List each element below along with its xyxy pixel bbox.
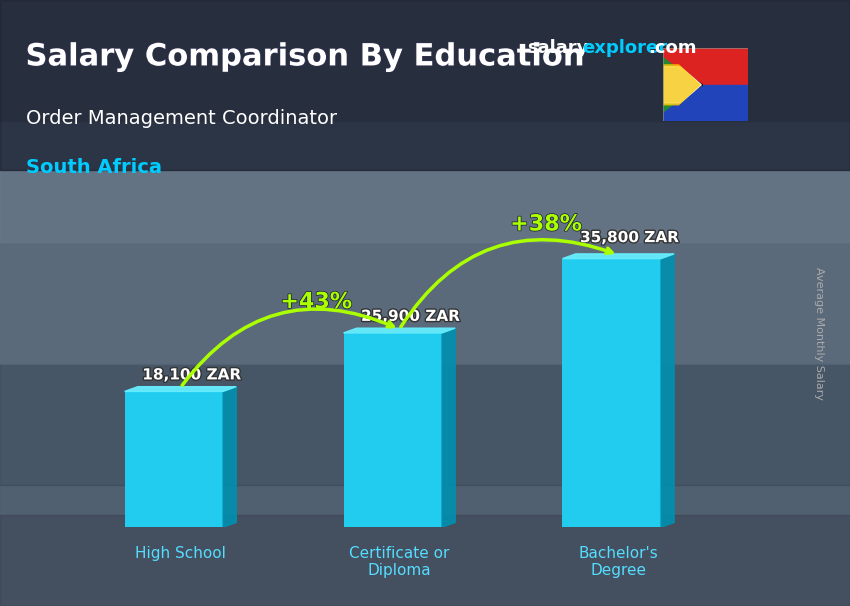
Text: South Africa: South Africa	[26, 158, 162, 176]
Bar	[0, 364, 850, 485]
Polygon shape	[442, 328, 456, 527]
Bar	[343, 333, 442, 527]
Text: High School: High School	[135, 546, 226, 561]
Text: Bachelor's
Degree: Bachelor's Degree	[579, 546, 658, 578]
Polygon shape	[663, 85, 748, 121]
Text: +38%: +38%	[510, 215, 582, 235]
Polygon shape	[663, 58, 697, 112]
Text: 35,800 ZAR: 35,800 ZAR	[580, 230, 678, 245]
Text: Average Monthly Salary: Average Monthly Salary	[814, 267, 824, 400]
Bar	[0, 121, 850, 242]
Text: salary: salary	[527, 39, 588, 58]
Bar	[125, 391, 223, 527]
Polygon shape	[125, 387, 236, 391]
Text: 18,100 ZAR: 18,100 ZAR	[142, 367, 241, 382]
Polygon shape	[663, 68, 703, 101]
Polygon shape	[663, 65, 700, 105]
Bar	[563, 259, 661, 527]
Polygon shape	[223, 387, 236, 527]
Polygon shape	[661, 254, 674, 527]
Bar	[0, 515, 850, 606]
Bar	[0, 0, 850, 121]
Polygon shape	[663, 48, 748, 85]
Text: Order Management Coordinator: Order Management Coordinator	[26, 109, 337, 128]
Text: Certificate or
Diploma: Certificate or Diploma	[349, 546, 450, 578]
Polygon shape	[563, 254, 674, 259]
Bar	[0, 0, 850, 170]
Text: 25,900 ZAR: 25,900 ZAR	[361, 309, 460, 324]
Text: +43%: +43%	[280, 292, 352, 312]
Polygon shape	[663, 67, 701, 103]
Bar	[0, 242, 850, 364]
Bar	[0, 485, 850, 606]
Text: Salary Comparison By Education: Salary Comparison By Education	[26, 42, 582, 72]
Text: .com: .com	[648, 39, 696, 58]
Polygon shape	[343, 328, 456, 333]
Text: explorer: explorer	[582, 39, 667, 58]
